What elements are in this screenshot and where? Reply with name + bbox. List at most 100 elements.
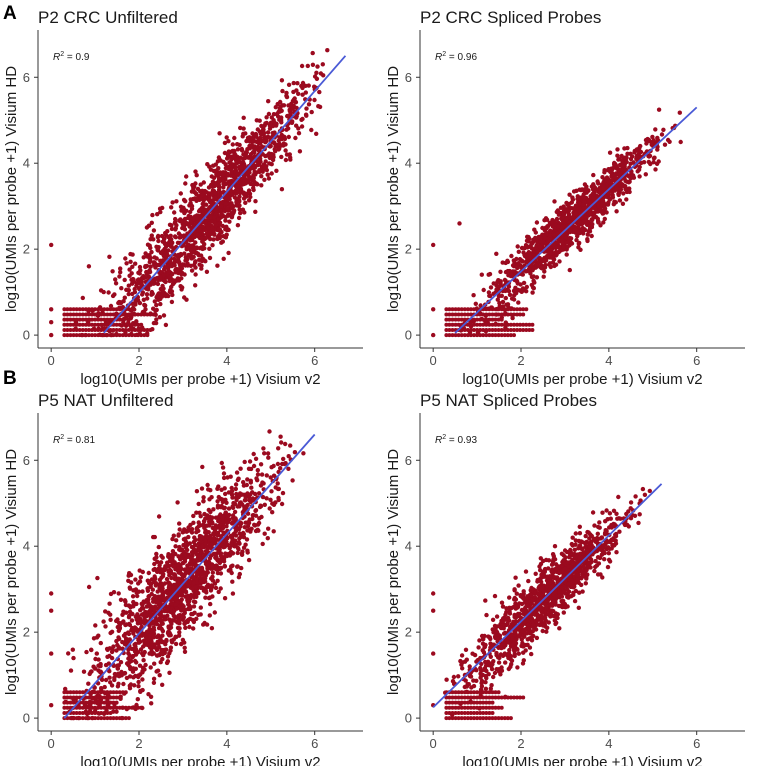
- scatter-point: [96, 690, 101, 695]
- scatter-point: [148, 694, 154, 699]
- scatter-point: [213, 191, 218, 196]
- y-tick-label: 6: [23, 70, 30, 85]
- scatter-point: [188, 606, 193, 611]
- scatter-point: [534, 275, 540, 280]
- scatter-point: [204, 269, 210, 274]
- scatter-point: [107, 601, 112, 606]
- scatter-point: [208, 232, 213, 237]
- scatter-point: [96, 322, 101, 327]
- scatter-point: [222, 140, 228, 146]
- scatter-point: [236, 575, 242, 580]
- scatter-point: [111, 695, 116, 700]
- scatter-point: [96, 705, 101, 710]
- scatter-point: [65, 705, 70, 710]
- scatter-point: [542, 233, 547, 239]
- scatter-point: [151, 260, 157, 265]
- scatter-point: [584, 190, 589, 195]
- scatter-point: [450, 307, 455, 312]
- scatter-point: [171, 588, 176, 593]
- scatter-point: [244, 150, 249, 155]
- scatter-point: [567, 235, 572, 241]
- scatter-point: [159, 270, 165, 275]
- scatter-point: [143, 264, 148, 270]
- scatter-point: [111, 705, 116, 710]
- scatter-point: [521, 307, 526, 312]
- scatter-point: [114, 322, 119, 327]
- scatter-point: [126, 647, 131, 652]
- scatter-point: [86, 711, 91, 715]
- scatter-point: [481, 328, 486, 332]
- scatter-point: [74, 705, 79, 710]
- scatter-point: [102, 716, 107, 721]
- scatter-point: [616, 191, 621, 197]
- scatter-point: [105, 705, 110, 710]
- scatter-point: [502, 328, 507, 332]
- scatter-point: [74, 716, 79, 721]
- scatter-point: [578, 247, 583, 252]
- scatter-point: [276, 446, 281, 451]
- scatter-point: [199, 263, 204, 268]
- scatter-point: [538, 235, 544, 240]
- scatter-point: [453, 312, 458, 317]
- scatter-point: [505, 312, 510, 317]
- scatter-point: [237, 541, 242, 546]
- scatter-point: [206, 226, 211, 231]
- scatter-point: [262, 177, 267, 182]
- scatter-point: [596, 201, 601, 206]
- scatter-point: [444, 328, 449, 332]
- scatter-point: [507, 292, 513, 297]
- scatter-point: [68, 716, 73, 721]
- scatter-point: [629, 169, 634, 174]
- scatter-point: [223, 165, 229, 171]
- scatter-point: [190, 182, 195, 188]
- scatter-point: [108, 690, 113, 695]
- scatter-point: [518, 322, 523, 327]
- scatter-point: [516, 249, 521, 254]
- scatter-point: [223, 182, 228, 187]
- scatter-point: [223, 510, 228, 515]
- scatter-point: [274, 168, 279, 173]
- scatter-point: [234, 196, 239, 201]
- scatter-point: [105, 695, 110, 700]
- scatter-point: [237, 207, 242, 212]
- scatter-point: [238, 190, 243, 195]
- scatter-point: [189, 592, 194, 598]
- scatter-point: [155, 668, 161, 673]
- scatter-point: [198, 605, 203, 610]
- scatter-point: [133, 333, 138, 338]
- scatter-point: [487, 322, 492, 327]
- chart-title: P2 CRC Unfiltered: [38, 8, 178, 27]
- scatter-point: [605, 168, 611, 173]
- scatter-point: [210, 243, 215, 248]
- scatter-point: [518, 328, 523, 332]
- scatter-point: [156, 514, 162, 519]
- scatter-point: [312, 74, 318, 79]
- scatter-point: [77, 307, 82, 312]
- scatter-point: [218, 527, 223, 533]
- scatter-point: [223, 201, 229, 206]
- scatter-point: [205, 482, 210, 488]
- scatter-point: [93, 690, 98, 695]
- scatter-point: [245, 511, 251, 516]
- scatter-point: [154, 551, 159, 557]
- scatter-point: [126, 307, 131, 312]
- y-tick-label: 6: [405, 453, 412, 468]
- scatter-point: [84, 649, 89, 655]
- x-tick-label: 6: [311, 353, 318, 368]
- scatter-point: [295, 81, 300, 86]
- scatter-point: [130, 307, 134, 312]
- scatter-point: [210, 564, 215, 569]
- scatter-point: [117, 274, 122, 279]
- scatter-point: [481, 322, 486, 327]
- scatter-point: [142, 632, 147, 637]
- scatter-point: [486, 290, 492, 295]
- scatter-point: [180, 617, 185, 622]
- scatter-point: [255, 522, 261, 527]
- scatter-point: [102, 322, 107, 327]
- scatter-point: [226, 213, 231, 218]
- scatter-point: [196, 501, 201, 507]
- scatter-point: [96, 328, 101, 332]
- scatter-point: [193, 283, 198, 288]
- scatter-point: [158, 637, 163, 643]
- scatter-point: [241, 115, 246, 121]
